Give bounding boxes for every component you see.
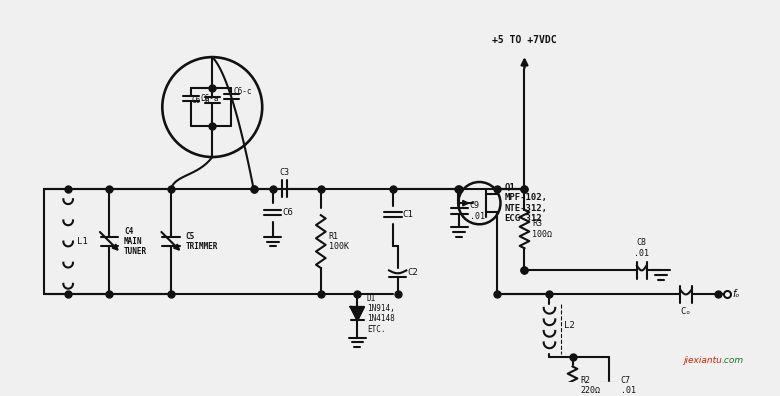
Text: C8
.01: C8 .01 (634, 238, 649, 258)
Text: R1
100K: R1 100K (328, 232, 349, 251)
Text: C7
.01: C7 .01 (621, 376, 636, 395)
Polygon shape (351, 307, 364, 320)
Text: C6-a: C6-a (200, 94, 219, 103)
Text: C6: C6 (282, 208, 293, 217)
Text: C1: C1 (402, 210, 413, 219)
Text: C3: C3 (279, 168, 289, 177)
Text: C9
.01: C9 .01 (470, 201, 484, 221)
Text: +5 TO +7VDC: +5 TO +7VDC (492, 34, 557, 45)
Text: C5
TRIMMER: C5 TRIMMER (186, 232, 218, 251)
Text: C4
MAIN
TUNER: C4 MAIN TUNER (124, 227, 147, 257)
Text: .com: .com (722, 356, 743, 365)
Text: fₒ: fₒ (732, 289, 739, 299)
Text: L2: L2 (564, 321, 575, 329)
Text: C6-b: C6-b (191, 96, 210, 105)
Text: Cₒ: Cₒ (680, 307, 691, 316)
Text: R2
220Ω: R2 220Ω (580, 376, 601, 395)
Text: C6-c: C6-c (233, 87, 252, 96)
Text: Q1
MPF-102,
NTE-312,
ECG-312: Q1 MPF-102, NTE-312, ECG-312 (505, 183, 548, 223)
Text: R3
100Ω: R3 100Ω (532, 219, 552, 239)
Text: D1
1N914,
1N4148
ETC.: D1 1N914, 1N4148 ETC. (367, 293, 395, 334)
Text: C2: C2 (407, 268, 418, 277)
Text: jiexiantu: jiexiantu (683, 356, 722, 365)
Text: L1: L1 (76, 237, 87, 246)
